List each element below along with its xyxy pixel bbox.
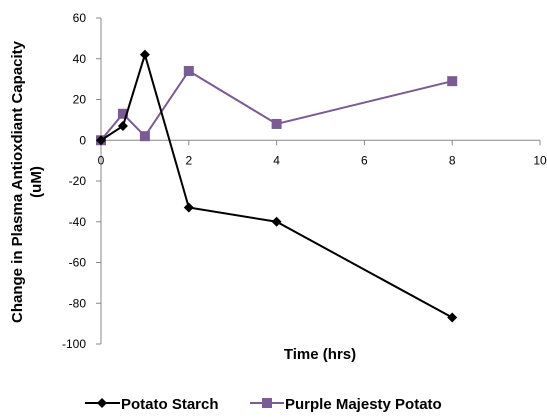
legend-label-purple-majesty-potato: Purple Majesty Potato [285, 396, 442, 413]
legend-item-potato-starch: Potato Starch [85, 396, 219, 413]
x-tick-label: 8 [449, 153, 456, 167]
data-point-purple-majesty-potato [117, 108, 128, 119]
legend-item-purple-majesty-potato: Purple Majesty Potato [250, 396, 442, 413]
x-tick-label: 2 [185, 153, 192, 167]
y-axis-title: Change in Plasma Antioxdiant Capacity (u… [9, 40, 45, 323]
x-tick-label: 6 [361, 153, 368, 167]
y-tick-label: -60 [69, 256, 87, 270]
data-point-purple-majesty-potato [447, 76, 458, 87]
data-point-purple-majesty-potato [139, 131, 150, 142]
x-tick-labels: 0 2 4 6 8 10 [98, 153, 547, 167]
y-tick-label: -20 [69, 174, 87, 188]
y-axis-title-line-2: (uM) [28, 166, 45, 198]
legend-marker-diamond [97, 398, 107, 408]
legend-label-potato-starch: Potato Starch [121, 396, 219, 413]
legend: Potato Starch Purple Majesty Potato [85, 396, 442, 413]
y-tick-label: 40 [73, 52, 87, 66]
x-tick-label: 10 [533, 153, 547, 167]
data-point-potato-starch [117, 120, 128, 131]
data-point-potato-starch [447, 312, 458, 323]
y-tick-label: -80 [69, 296, 87, 310]
series-layer [96, 49, 458, 323]
legend-marker-square [262, 398, 272, 408]
y-tick-label: 0 [79, 133, 86, 147]
y-axis-title-line-1: Change in Plasma Antioxdiant Capacity [9, 40, 26, 323]
data-point-potato-starch [96, 135, 106, 146]
data-point-purple-majesty-potato [183, 65, 194, 76]
y-tick-label: -40 [69, 215, 87, 229]
series-line-potato-starch [100, 51, 453, 319]
y-tick-label: 60 [73, 11, 87, 25]
y-tick-label: 20 [73, 93, 87, 107]
data-point-potato-starch [183, 202, 194, 213]
x-tick-label: 0 [98, 153, 105, 167]
y-tick-labels: 60 40 20 0 -20 -40 -60 -80 -100 [62, 11, 86, 351]
x-axis-title: Time (hrs) [284, 346, 356, 363]
x-tick-label: 4 [273, 153, 280, 167]
series-line-purple-majesty-potato [100, 69, 453, 141]
data-point-purple-majesty-potato [271, 118, 282, 129]
data-point-potato-starch [139, 49, 150, 60]
data-point-potato-starch [271, 216, 282, 227]
axes [96, 17, 541, 345]
y-tick-label: -100 [62, 337, 86, 351]
